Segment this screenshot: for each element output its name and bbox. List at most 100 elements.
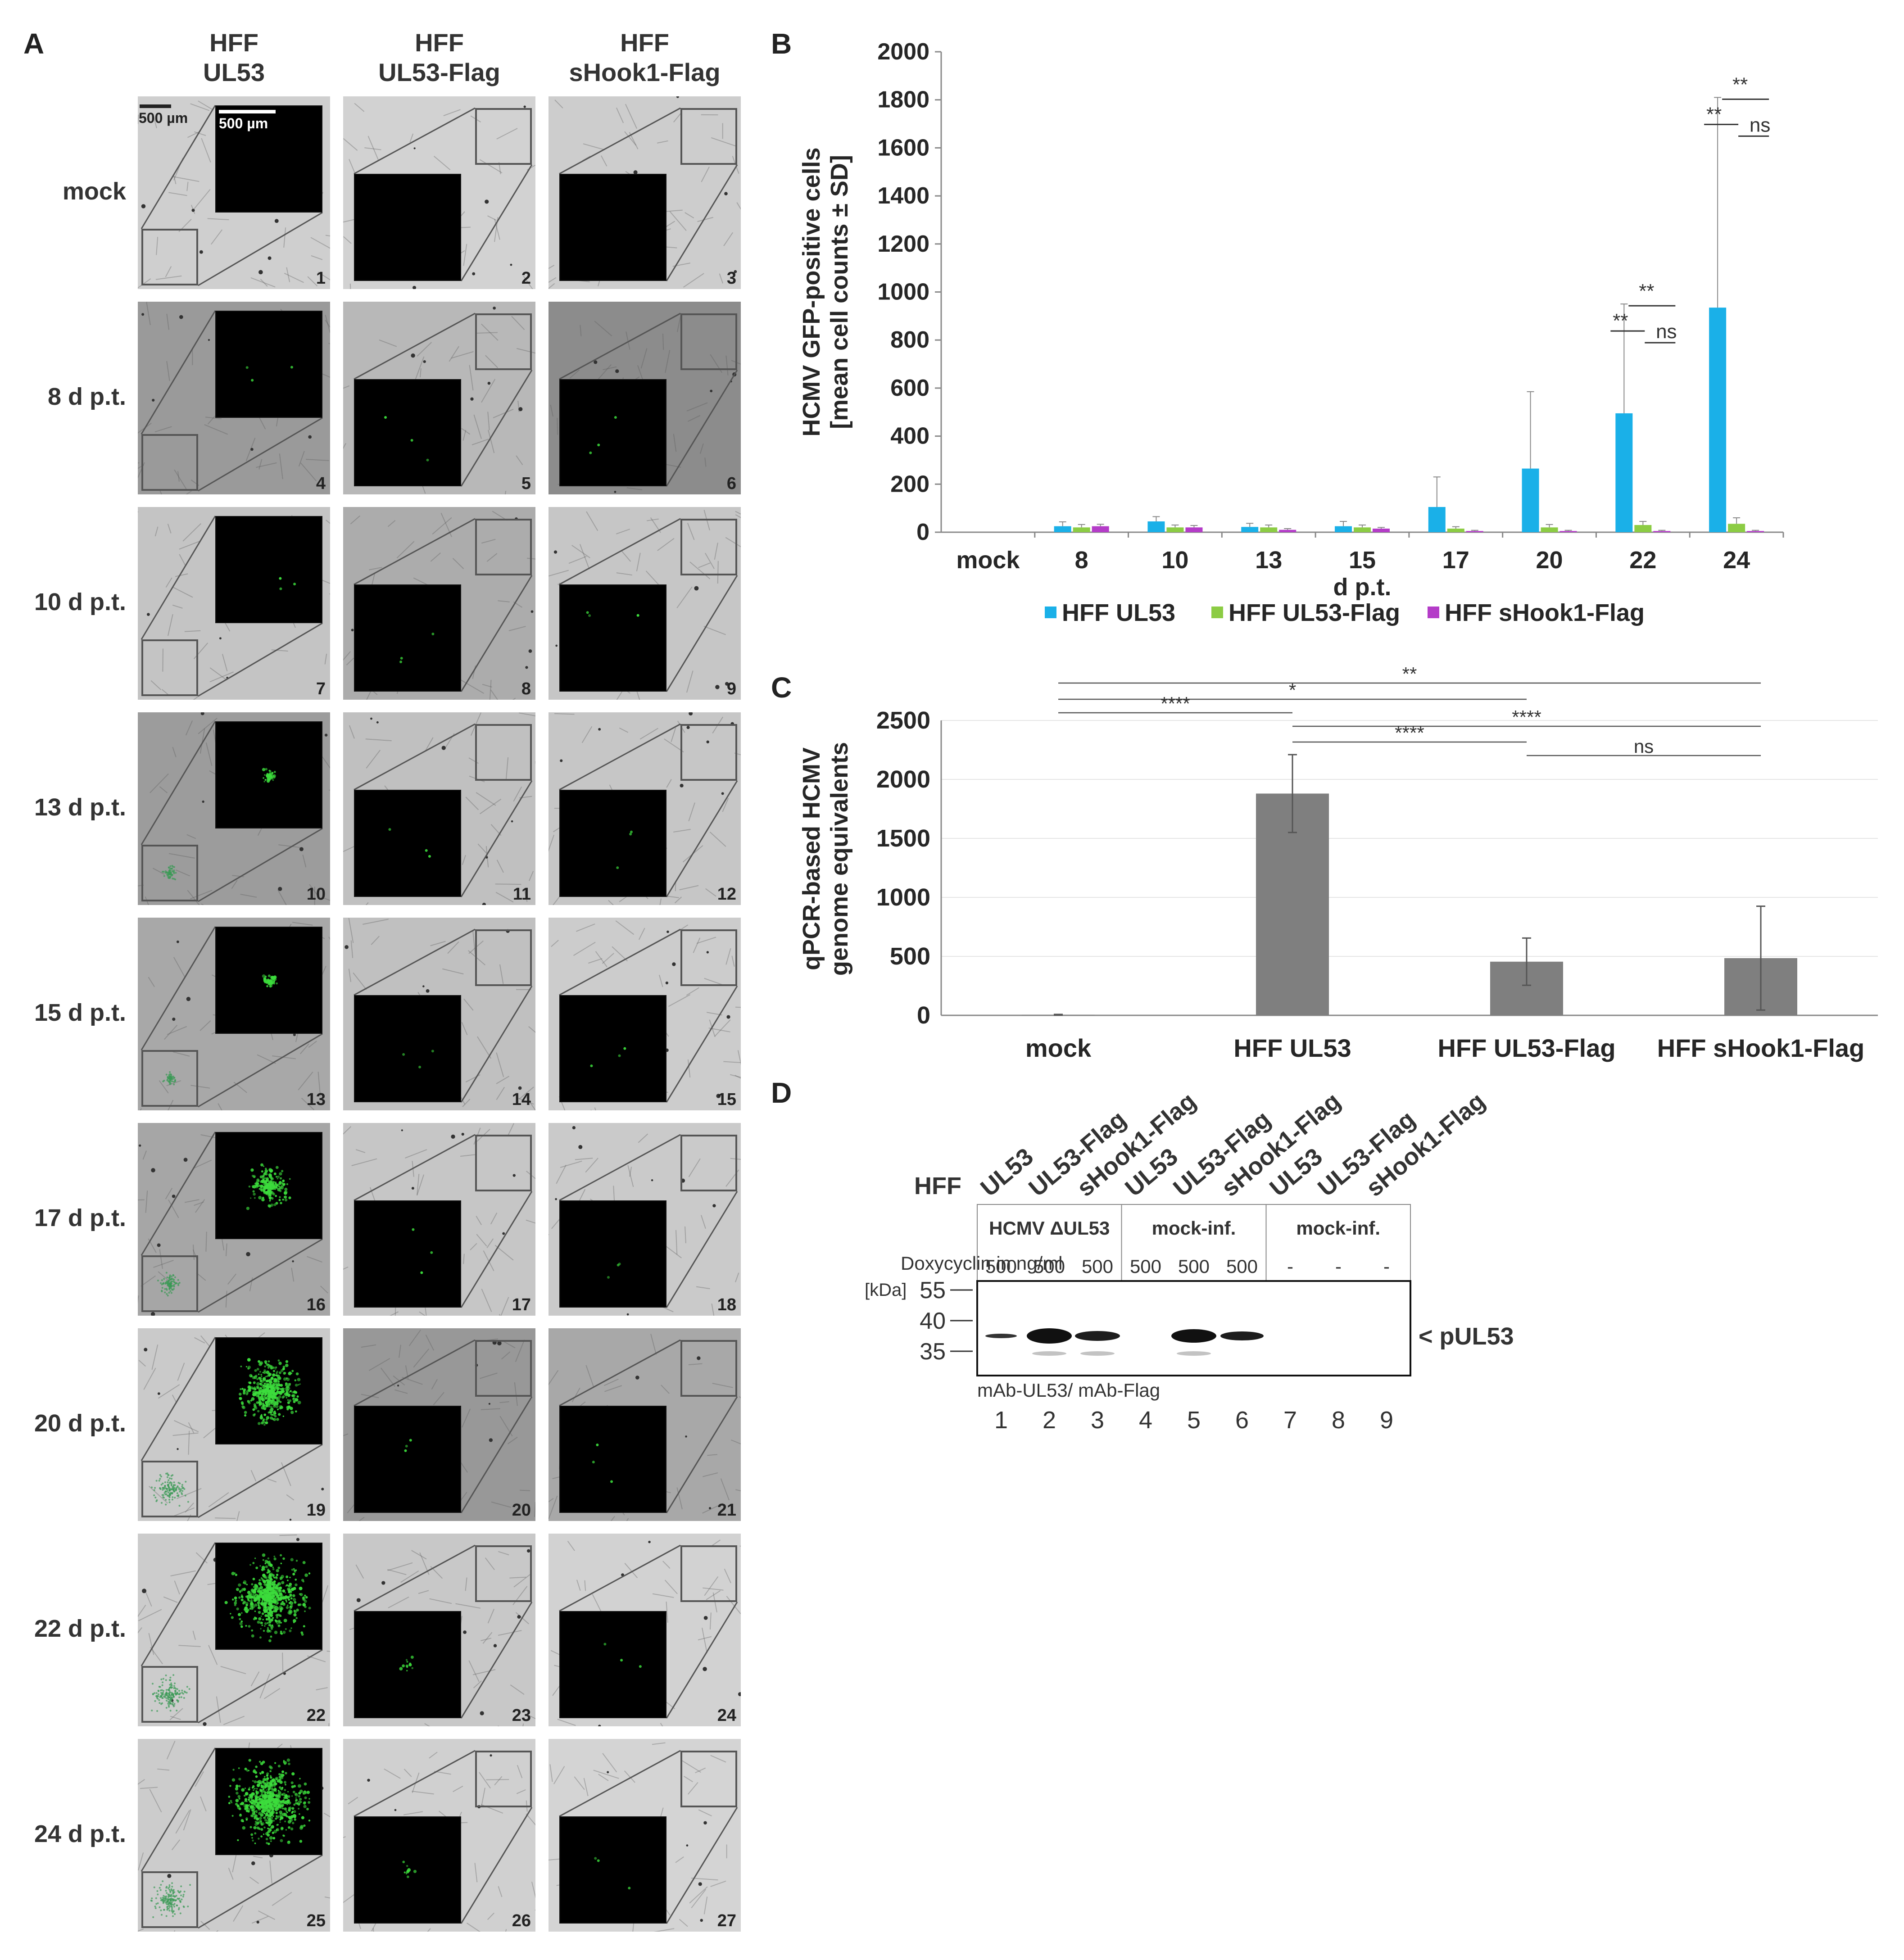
zoom-region-box (680, 108, 737, 165)
doxy-value: 500 (1178, 1256, 1210, 1277)
bar (1747, 531, 1764, 532)
scale-bar-inset-label: 500 µm (219, 115, 268, 131)
zoom-connector (559, 1544, 738, 1719)
zoom-region-box (475, 519, 532, 575)
column-header-line2: UL53 (203, 58, 265, 86)
fluorescence-inset (354, 1816, 461, 1924)
x-tick-label: 17 (1442, 547, 1469, 574)
gfp-signal (262, 974, 278, 988)
micrograph-tile: 2 (343, 96, 535, 289)
qpcr-genome-chart: 0 500 1000 1500 2000 2500 qPCR-based HCMV genom… (798, 663, 1878, 1062)
x-tick-label: 22 (1629, 547, 1656, 574)
gfp-signal (589, 416, 617, 454)
tile-number: 13 (306, 1090, 326, 1109)
zoom-connector (141, 1337, 323, 1518)
gfp-signal (355, 175, 461, 281)
y-tick-label: 1400 (877, 183, 929, 209)
bar (1335, 526, 1352, 532)
legend-swatch (1045, 607, 1056, 618)
tile-number: 15 (717, 1090, 736, 1109)
sig-label: ** (1732, 73, 1748, 95)
fluorescence-inset (215, 721, 322, 828)
micrograph-tile: 7 (138, 507, 330, 700)
antibody-label: mAb-UL53/ mAb-Flag (977, 1380, 1160, 1401)
doxy-value: - (1383, 1256, 1390, 1277)
gfp-signal (224, 1553, 311, 1643)
fluorescence-inset (559, 1200, 666, 1308)
marker-label: 40 (920, 1308, 946, 1334)
tile-number: 22 (306, 1706, 326, 1725)
zoom-connector (354, 1750, 533, 1924)
protein-band (1220, 1331, 1264, 1340)
zoom-region-box (475, 1751, 532, 1807)
doxy-value: 500 (1034, 1256, 1065, 1277)
panel-c-letter: C (771, 671, 792, 704)
row-label: 13 d p.t. (34, 794, 126, 821)
gfp-signal (616, 830, 633, 869)
sig-label: ns (1750, 114, 1770, 136)
zoom-connector (141, 310, 323, 492)
sig-label: * (1289, 679, 1296, 701)
zoom-region-box (475, 1545, 532, 1602)
gfp-signal (388, 828, 431, 858)
zoom-region-box (141, 1871, 198, 1928)
lane-number: 1 (994, 1407, 1008, 1434)
bar (1447, 528, 1464, 532)
y-axis-label-line2: [mean cell counts ± SD] (826, 155, 853, 429)
x-tick-label: 8 (1075, 547, 1088, 574)
zoom-connector (559, 723, 738, 897)
band-label: < pUL53 (1419, 1323, 1514, 1350)
column-header: HFF UL53-Flag (340, 28, 539, 87)
tile-number: 7 (316, 679, 326, 698)
zoom-connector (141, 1542, 323, 1724)
scale-bar-main-label: 500 µm (139, 110, 188, 126)
blot-box (976, 1280, 1411, 1376)
western-blot: HFF UL53UL53-FlagsHook1-FlagUL53UL53-Flag… (865, 1087, 1514, 1434)
sig-label: **** (1512, 706, 1541, 728)
bar (1541, 527, 1558, 532)
gfp-signal (384, 416, 429, 462)
bar (1054, 526, 1071, 532)
sig-label: **** (1395, 722, 1424, 743)
fluorescence-inset (559, 1406, 666, 1513)
fluorescence-inset (559, 584, 666, 692)
fluorescence-inset (354, 1406, 461, 1513)
zoom-connector (141, 1132, 323, 1313)
tile-number: 12 (717, 885, 736, 904)
zoom-connector (141, 105, 323, 286)
fluorescence-inset (559, 790, 666, 897)
zoom-region-box (475, 313, 532, 370)
fluorescence-inset (215, 1543, 322, 1650)
row-label: 17 d p.t. (34, 1204, 126, 1231)
y-tick-label: 500 (890, 943, 930, 970)
micrograph-tile: 19 (138, 1328, 330, 1521)
protein-band (1075, 1331, 1120, 1341)
y-tick-label: 2500 (876, 707, 930, 734)
gfp-signal (586, 611, 639, 617)
tile-number: 19 (306, 1501, 326, 1520)
bar (1260, 527, 1278, 532)
y-tick-label: 200 (890, 471, 929, 497)
tile-number: 11 (512, 885, 531, 904)
bar (1354, 527, 1371, 532)
tile-number: 16 (306, 1295, 326, 1314)
panel-d-letter: D (771, 1077, 792, 1109)
zoom-connector (559, 312, 738, 487)
hff-label: HFF (914, 1172, 961, 1200)
x-tick-label: HFF UL53-Flag (1437, 1034, 1615, 1062)
sig-label: ns (1634, 736, 1654, 757)
x-tick-label: HFF UL53 (1233, 1034, 1351, 1062)
doxy-value: 500 (1130, 1256, 1161, 1277)
sig-label: **** (1161, 693, 1190, 714)
marker-label: 55 (920, 1277, 946, 1304)
gfp-overlay-small (151, 1674, 190, 1712)
fluorescence-inset (215, 927, 322, 1034)
micrograph-tile: 21 (549, 1328, 741, 1521)
fluorescence-inset (354, 790, 461, 897)
doxy-value: 500 (1082, 1256, 1113, 1277)
legend-label: HFF UL53 (1062, 599, 1175, 626)
fluorescence-inset (215, 105, 322, 213)
tile-number: 2 (521, 269, 531, 288)
lane-number: 8 (1332, 1407, 1345, 1434)
micrograph-tile: 23 (343, 1534, 535, 1726)
